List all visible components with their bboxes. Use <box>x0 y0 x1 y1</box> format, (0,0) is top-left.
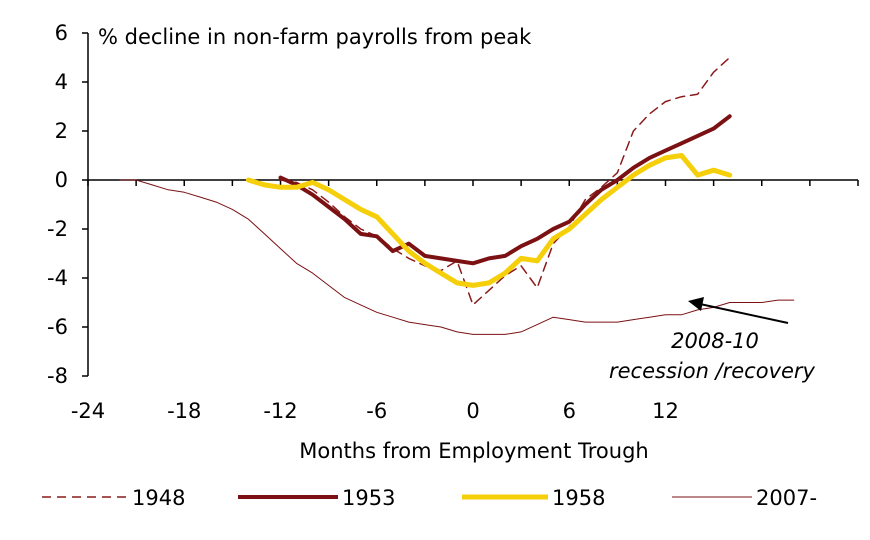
legend-label: 1948 <box>132 486 185 510</box>
x-tick-label: 0 <box>466 399 479 423</box>
y-tick-label: 0 <box>55 168 68 192</box>
x-tick-label: -6 <box>366 399 387 423</box>
y-tick-label: 4 <box>55 70 68 94</box>
x-tick-label: -18 <box>167 399 201 423</box>
annotation-arrowhead <box>688 297 704 311</box>
legend: 1948 1953 1958 2007- <box>42 486 817 510</box>
x-tick-label: 6 <box>563 399 576 423</box>
x-tick-label: -12 <box>263 399 297 423</box>
y-tick-label: -8 <box>47 364 68 388</box>
legend-label: 1953 <box>342 486 395 510</box>
annotation-arrow-line <box>699 303 789 324</box>
series-line-1948 <box>279 56 731 306</box>
axes: 6 4 2 0 -2 -4 -6 -8-24 -18 -12 -6 0 6 12 <box>47 21 859 423</box>
y-tick-label: 2 <box>55 119 68 143</box>
series-line-1953 <box>278 114 732 266</box>
annotation-line-2: recession /recovery <box>609 359 816 383</box>
series-line-2007 <box>119 179 795 335</box>
x-tick-label: -24 <box>71 399 105 423</box>
annotation-line-1: 2008-10 <box>671 329 759 353</box>
legend-label: 1958 <box>552 486 605 510</box>
legend-label: 2007- <box>756 486 817 510</box>
x-tick-label: 12 <box>652 399 679 423</box>
series-layer <box>119 56 795 335</box>
annotation: 2008-10 recession /recovery <box>609 297 816 383</box>
x-axis-label: Months from Employment Trough <box>299 439 648 463</box>
y-tick-label: 6 <box>55 21 68 45</box>
series-line-1958 <box>245 153 733 288</box>
y-tick-label: -4 <box>47 266 68 290</box>
y-tick-label: -2 <box>47 217 68 241</box>
chart-title: % decline in non-farm payrolls from peak <box>98 25 532 49</box>
y-tick-label: -6 <box>47 315 68 339</box>
